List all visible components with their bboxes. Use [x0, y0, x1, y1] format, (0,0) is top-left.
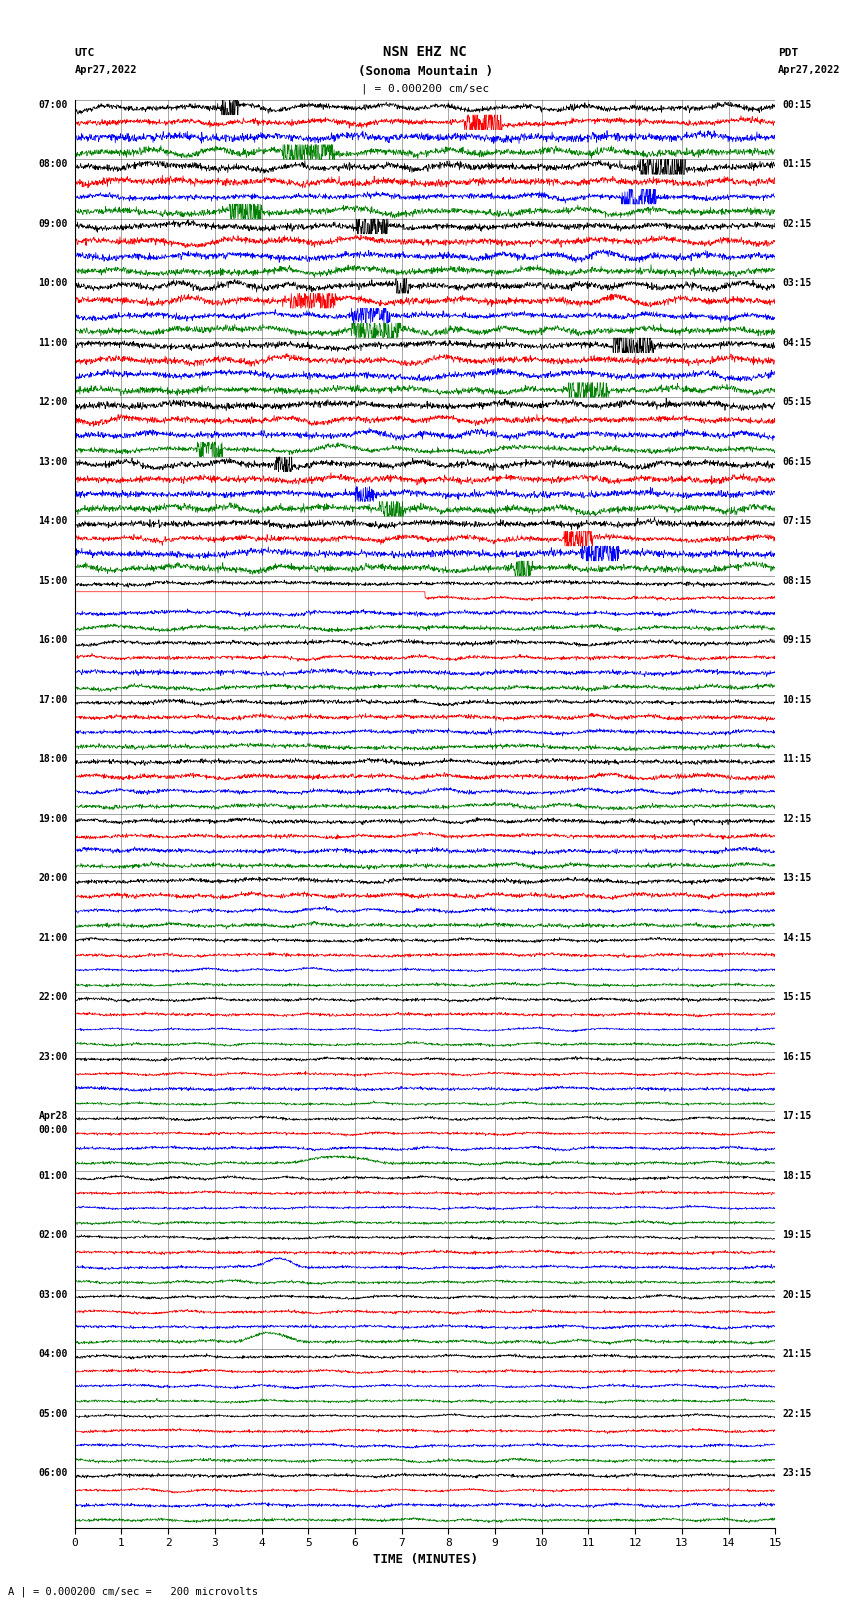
- Text: 07:15: 07:15: [782, 516, 812, 526]
- Text: 03:15: 03:15: [782, 279, 812, 289]
- Text: | = 0.000200 cm/sec: | = 0.000200 cm/sec: [361, 84, 489, 95]
- Text: A | = 0.000200 cm/sec =   200 microvolts: A | = 0.000200 cm/sec = 200 microvolts: [8, 1586, 258, 1597]
- Text: 14:15: 14:15: [782, 932, 812, 942]
- Text: 23:00: 23:00: [38, 1052, 68, 1061]
- X-axis label: TIME (MINUTES): TIME (MINUTES): [372, 1553, 478, 1566]
- Text: Apr27,2022: Apr27,2022: [75, 65, 138, 74]
- Text: 20:00: 20:00: [38, 873, 68, 884]
- Text: (Sonoma Mountain ): (Sonoma Mountain ): [358, 65, 492, 77]
- Text: 00:15: 00:15: [782, 100, 812, 110]
- Text: 16:15: 16:15: [782, 1052, 812, 1061]
- Text: 16:00: 16:00: [38, 636, 68, 645]
- Text: 01:00: 01:00: [38, 1171, 68, 1181]
- Text: 11:15: 11:15: [782, 755, 812, 765]
- Text: 20:15: 20:15: [782, 1290, 812, 1300]
- Text: 10:15: 10:15: [782, 695, 812, 705]
- Text: 05:00: 05:00: [38, 1408, 68, 1418]
- Text: 15:00: 15:00: [38, 576, 68, 586]
- Text: 02:00: 02:00: [38, 1231, 68, 1240]
- Text: 13:15: 13:15: [782, 873, 812, 884]
- Text: 05:15: 05:15: [782, 397, 812, 408]
- Text: 04:00: 04:00: [38, 1348, 68, 1360]
- Text: 17:15: 17:15: [782, 1111, 812, 1121]
- Text: 09:00: 09:00: [38, 219, 68, 229]
- Text: 04:15: 04:15: [782, 339, 812, 348]
- Text: 08:00: 08:00: [38, 160, 68, 169]
- Text: 18:15: 18:15: [782, 1171, 812, 1181]
- Text: 15:15: 15:15: [782, 992, 812, 1002]
- Text: 17:00: 17:00: [38, 695, 68, 705]
- Text: 11:00: 11:00: [38, 339, 68, 348]
- Text: 09:15: 09:15: [782, 636, 812, 645]
- Text: 07:00: 07:00: [38, 100, 68, 110]
- Text: 00:00: 00:00: [38, 1124, 68, 1134]
- Text: 22:00: 22:00: [38, 992, 68, 1002]
- Text: Apr28: Apr28: [38, 1111, 68, 1121]
- Text: PDT: PDT: [778, 48, 798, 58]
- Text: 10:00: 10:00: [38, 279, 68, 289]
- Text: 06:15: 06:15: [782, 456, 812, 466]
- Text: 21:00: 21:00: [38, 932, 68, 942]
- Text: 12:15: 12:15: [782, 815, 812, 824]
- Text: 06:00: 06:00: [38, 1468, 68, 1478]
- Text: 03:00: 03:00: [38, 1290, 68, 1300]
- Text: 23:15: 23:15: [782, 1468, 812, 1478]
- Text: 21:15: 21:15: [782, 1348, 812, 1360]
- Text: 22:15: 22:15: [782, 1408, 812, 1418]
- Text: 18:00: 18:00: [38, 755, 68, 765]
- Text: Apr27,2022: Apr27,2022: [778, 65, 841, 74]
- Text: NSN EHZ NC: NSN EHZ NC: [383, 45, 467, 60]
- Text: 01:15: 01:15: [782, 160, 812, 169]
- Text: UTC: UTC: [75, 48, 95, 58]
- Text: 13:00: 13:00: [38, 456, 68, 466]
- Text: 12:00: 12:00: [38, 397, 68, 408]
- Text: 19:15: 19:15: [782, 1231, 812, 1240]
- Text: 08:15: 08:15: [782, 576, 812, 586]
- Text: 14:00: 14:00: [38, 516, 68, 526]
- Text: 02:15: 02:15: [782, 219, 812, 229]
- Text: 19:00: 19:00: [38, 815, 68, 824]
